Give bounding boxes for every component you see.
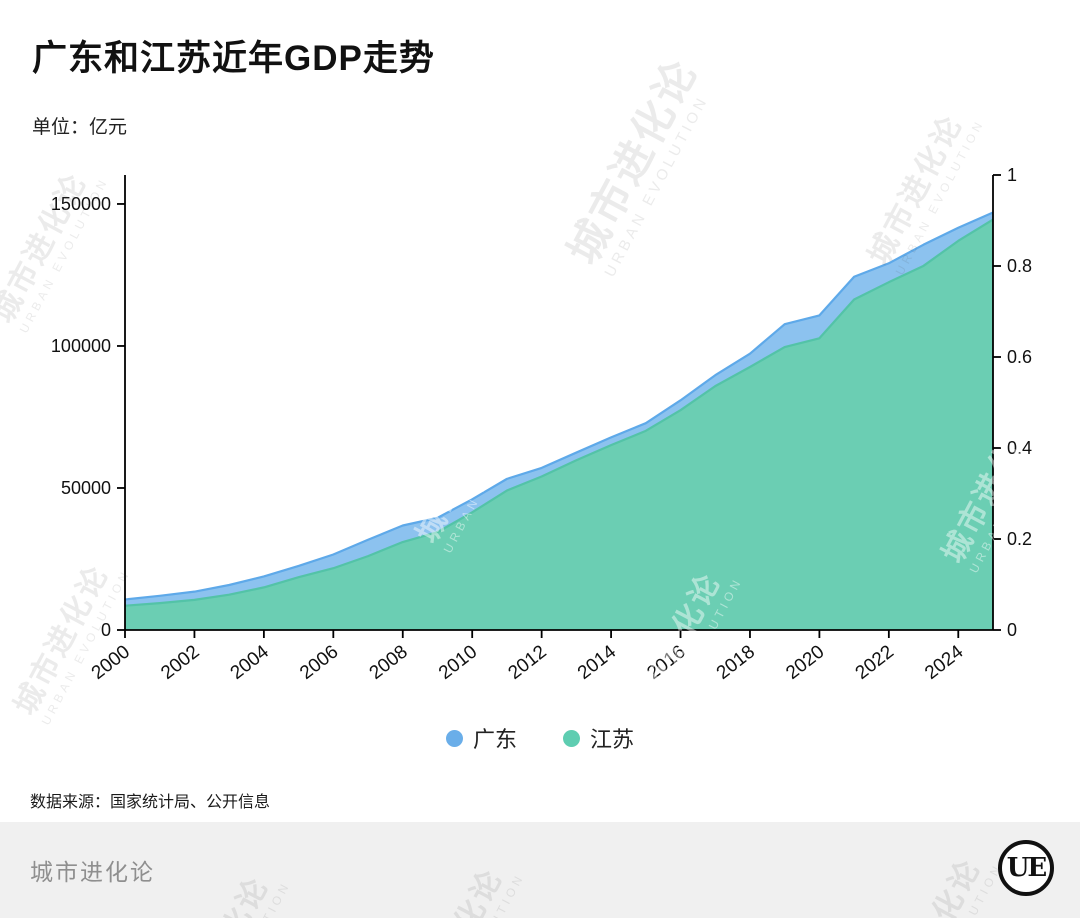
chart-legend: 广东 江苏 (0, 722, 1080, 754)
svg-text:2002: 2002 (157, 641, 203, 684)
svg-text:2022: 2022 (852, 641, 898, 684)
svg-text:100000: 100000 (51, 336, 111, 356)
svg-text:0.4: 0.4 (1007, 438, 1032, 458)
svg-text:2016: 2016 (643, 641, 689, 684)
svg-text:2000: 2000 (88, 641, 134, 684)
svg-text:2024: 2024 (921, 641, 968, 684)
svg-text:0: 0 (1007, 620, 1017, 640)
svg-text:2010: 2010 (435, 641, 481, 684)
logo-text: UE (1006, 853, 1047, 883)
svg-text:1: 1 (1007, 165, 1017, 185)
legend-label: 江苏 (590, 727, 635, 752)
footer-strip: 城市进化论 UE (0, 822, 1080, 918)
gdp-area-chart: 0 50000 100000 150000 0 0.2 0.4 0.6 0.8 1 2000 2002… (51, 165, 1032, 684)
svg-text:2018: 2018 (713, 641, 759, 684)
svg-text:0: 0 (101, 620, 111, 640)
svg-text:2012: 2012 (504, 641, 550, 684)
svg-text:50000: 50000 (61, 478, 111, 498)
data-source-note: 数据来源：国家统计局、公开信息 (30, 794, 271, 811)
svg-text:2008: 2008 (366, 641, 412, 684)
jiangsu-legend-dot-icon (563, 729, 580, 747)
svg-text:150000: 150000 (51, 194, 111, 214)
brand-name: 城市进化论 (30, 859, 155, 885)
page-title: 广东和江苏近年GDP走势 (32, 39, 435, 78)
svg-text:2020: 2020 (782, 641, 828, 684)
legend-item-guangdong[interactable]: 广东 (445, 722, 517, 754)
svg-text:0.6: 0.6 (1007, 347, 1032, 367)
urban-evolution-logo-icon: UE (998, 840, 1054, 896)
unit-label: 单位：亿元 (32, 117, 128, 138)
svg-text:0.8: 0.8 (1007, 256, 1032, 276)
svg-text:2006: 2006 (296, 641, 342, 684)
svg-text:2014: 2014 (574, 641, 621, 684)
legend-item-jiangsu[interactable]: 江苏 (563, 722, 634, 754)
svg-text:2004: 2004 (227, 641, 274, 684)
guangdong-legend-dot-icon (445, 729, 463, 747)
svg-text:0.2: 0.2 (1007, 529, 1032, 549)
legend-label: 广东 (472, 727, 517, 752)
